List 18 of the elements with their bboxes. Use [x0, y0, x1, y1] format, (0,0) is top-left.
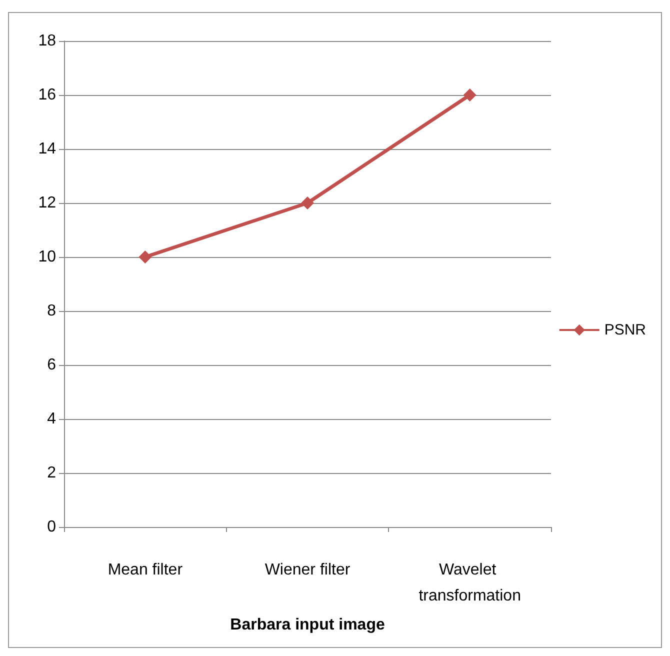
y-tick-label: 18 [38, 32, 56, 50]
x-tick-label: Wiener filter [264, 562, 351, 578]
y-tick-label: 8 [47, 302, 56, 320]
x-tick-label: Wavelet transformation [418, 562, 521, 604]
y-tick-label: 14 [38, 140, 56, 158]
x-tick-label: Mean filter [108, 562, 184, 578]
point [463, 88, 476, 102]
y-tick-label: 6 [47, 356, 56, 374]
point [301, 196, 314, 210]
y-tick-label: 4 [47, 410, 56, 428]
legend-label: PSNR [604, 322, 646, 338]
y-tick-label: 0 [47, 518, 56, 536]
y-tick-label: 16 [38, 86, 56, 104]
y-tick-label: 12 [38, 194, 56, 212]
y-tick-label: 10 [38, 248, 56, 266]
point [138, 250, 152, 264]
y-tick-label: 2 [47, 464, 56, 482]
x-axis-title: Barbara input image [230, 616, 385, 634]
